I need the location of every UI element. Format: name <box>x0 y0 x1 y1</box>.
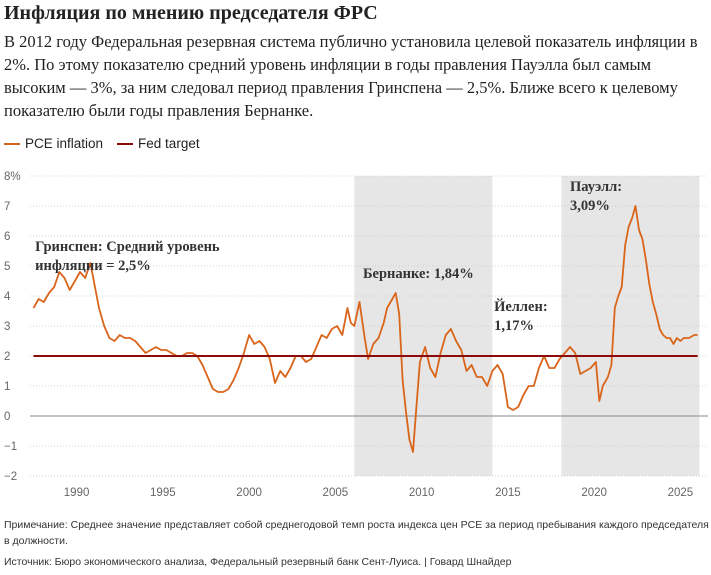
x-tick-label: 2000 <box>236 487 262 499</box>
annotation-2: Йеллен: 1,17% <box>494 298 548 334</box>
annotation-1: Бернанке: 1,84% <box>363 266 474 282</box>
legend-swatch-target <box>117 142 134 145</box>
y-tick-label: 8% <box>4 171 21 183</box>
annotation-3: Пауэлл: 3,09% <box>570 179 622 214</box>
y-tick-label: 2 <box>4 351 10 363</box>
y-tick-label: 5 <box>4 261 10 273</box>
chart-source: Источник: Бюро экономического анализа, Ф… <box>4 556 512 568</box>
y-tick-label: 4 <box>4 291 11 303</box>
x-tick-label: 2005 <box>323 487 349 499</box>
legend-label-pce: PCE inflation <box>25 136 104 151</box>
x-tick-label: 2015 <box>495 487 521 499</box>
legend-swatch-pce <box>4 142 20 145</box>
y-tick-label: 7 <box>4 201 10 213</box>
legend-item-target: Fed target <box>117 136 200 151</box>
y-tick-label: 6 <box>4 231 10 243</box>
line-chart: −2 −1 0 1 2 3 4 5 6 7 8% 1990 1995 2000 2005 2010 2015 20… <box>4 171 708 499</box>
x-tick-label: 2025 <box>668 487 694 499</box>
legend: PCE inflation Fed target <box>4 136 214 151</box>
y-tick-label: 1 <box>4 381 10 393</box>
chart-subtitle: В 2012 году Федеральная резервная систем… <box>4 32 698 120</box>
legend-item-pce: PCE inflation <box>4 136 103 151</box>
pce-inflation-line <box>32 205 698 453</box>
chart-note: Примечание: Среднее значение представляе… <box>4 519 709 547</box>
y-tick-label: 3 <box>4 321 10 333</box>
x-tick-label: 2010 <box>409 487 435 499</box>
chart-title: Инфляция по мнению председателя ФРС <box>4 2 378 24</box>
y-tick-label: −1 <box>4 441 17 453</box>
x-tick-label: 1995 <box>150 487 176 499</box>
y-tick-label: −2 <box>4 471 17 483</box>
x-tick-label: 1990 <box>64 487 90 499</box>
y-tick-label: 0 <box>4 411 10 423</box>
annotation-0: Гринспен: Средний уровень инфляции = 2,5% <box>35 239 220 274</box>
legend-label-target: Fed target <box>138 136 200 151</box>
x-tick-label: 2020 <box>581 487 607 499</box>
